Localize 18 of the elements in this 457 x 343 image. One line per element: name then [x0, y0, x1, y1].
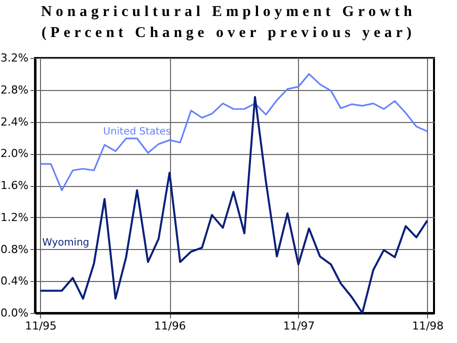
y-tick-label: 0.0%	[0, 306, 28, 320]
y-tick-label: 1.6%	[0, 179, 28, 192]
y-tick-label: 2.8%	[0, 83, 28, 96]
line-series	[39, 73, 428, 192]
x-tick-label: 11/98	[412, 320, 444, 332]
y-tick-label: 2.4%	[0, 115, 28, 128]
y-tick-label: 1.2%	[0, 210, 28, 224]
x-tick-label: 11/96	[154, 320, 186, 332]
x-tick-label: 11/97	[283, 320, 315, 332]
line-series	[39, 96, 428, 314]
y-tick-label: 3.2%	[0, 52, 28, 64]
series-label: Wyoming	[42, 238, 90, 249]
x-tick-label: 11/95	[24, 320, 57, 332]
chart-title: Nonagricultural Employment Growth	[40, 3, 418, 22]
chart-subtitle: (Percent Change over previous year)	[40, 24, 417, 43]
y-tick-label: 2.0%	[0, 147, 28, 160]
y-tick-label: 0.8%	[0, 242, 28, 256]
y-tick-label: 0.4%	[0, 274, 28, 288]
